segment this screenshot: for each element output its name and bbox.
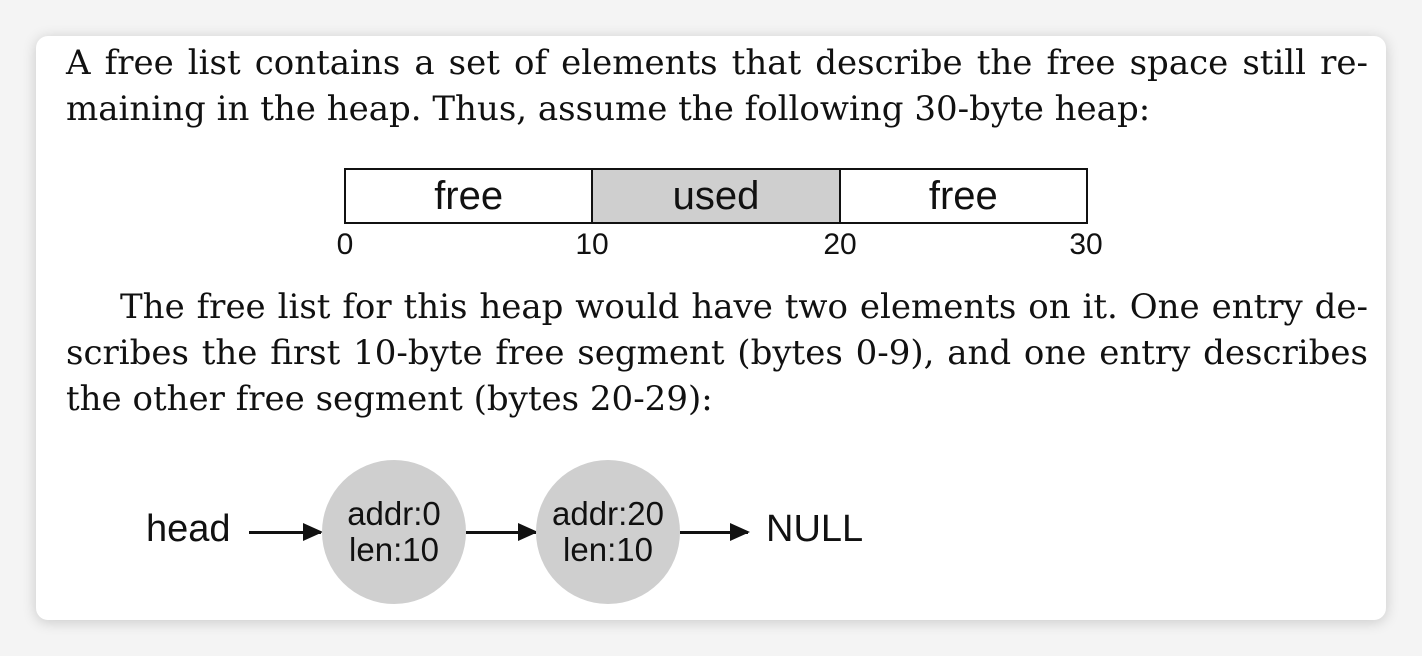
paragraph-free-list: The free list for this heap would have t…	[66, 284, 1368, 422]
free-list-diagram: head addr:0 len:10 addr:20 len:10 NULL	[36, 456, 1386, 606]
text-line: The free list for this heap would have t…	[120, 287, 1368, 327]
heap-segment-free: free	[838, 170, 1086, 222]
arrow-right-icon	[466, 523, 538, 541]
node-len: len:10	[349, 531, 439, 568]
heap-tick-label: 30	[1069, 228, 1103, 261]
heap-tick-label: 20	[823, 228, 857, 261]
list-node: addr:0 len:10	[322, 460, 466, 604]
arrow-right-icon	[680, 523, 750, 541]
list-node: addr:20 len:10	[536, 460, 680, 604]
heap-tick-label: 10	[575, 228, 609, 261]
heap-diagram: free used free	[344, 168, 1088, 224]
heap-tick-label: 0	[336, 228, 354, 261]
arrow-right-icon	[249, 523, 323, 541]
paragraph-intro: A free list contains a set of elements t…	[66, 40, 1368, 132]
node-addr: addr:0	[347, 495, 441, 532]
heap-segment-used: used	[591, 170, 839, 222]
head-label: head	[146, 508, 231, 550]
text-line: scribes the first 10-byte free segment (…	[66, 333, 1368, 373]
text-line: the other free segment (bytes 20-29):	[66, 379, 713, 419]
node-len: len:10	[563, 531, 653, 568]
document-card: A free list contains a set of elements t…	[36, 36, 1386, 620]
node-addr: addr:20	[552, 495, 664, 532]
text-line: A free list contains a set of elements t…	[66, 43, 1368, 83]
text-line: maining in the heap. Thus, assume the fo…	[66, 89, 1151, 129]
null-label: NULL	[766, 508, 864, 550]
heap-segment-free: free	[434, 173, 504, 218]
